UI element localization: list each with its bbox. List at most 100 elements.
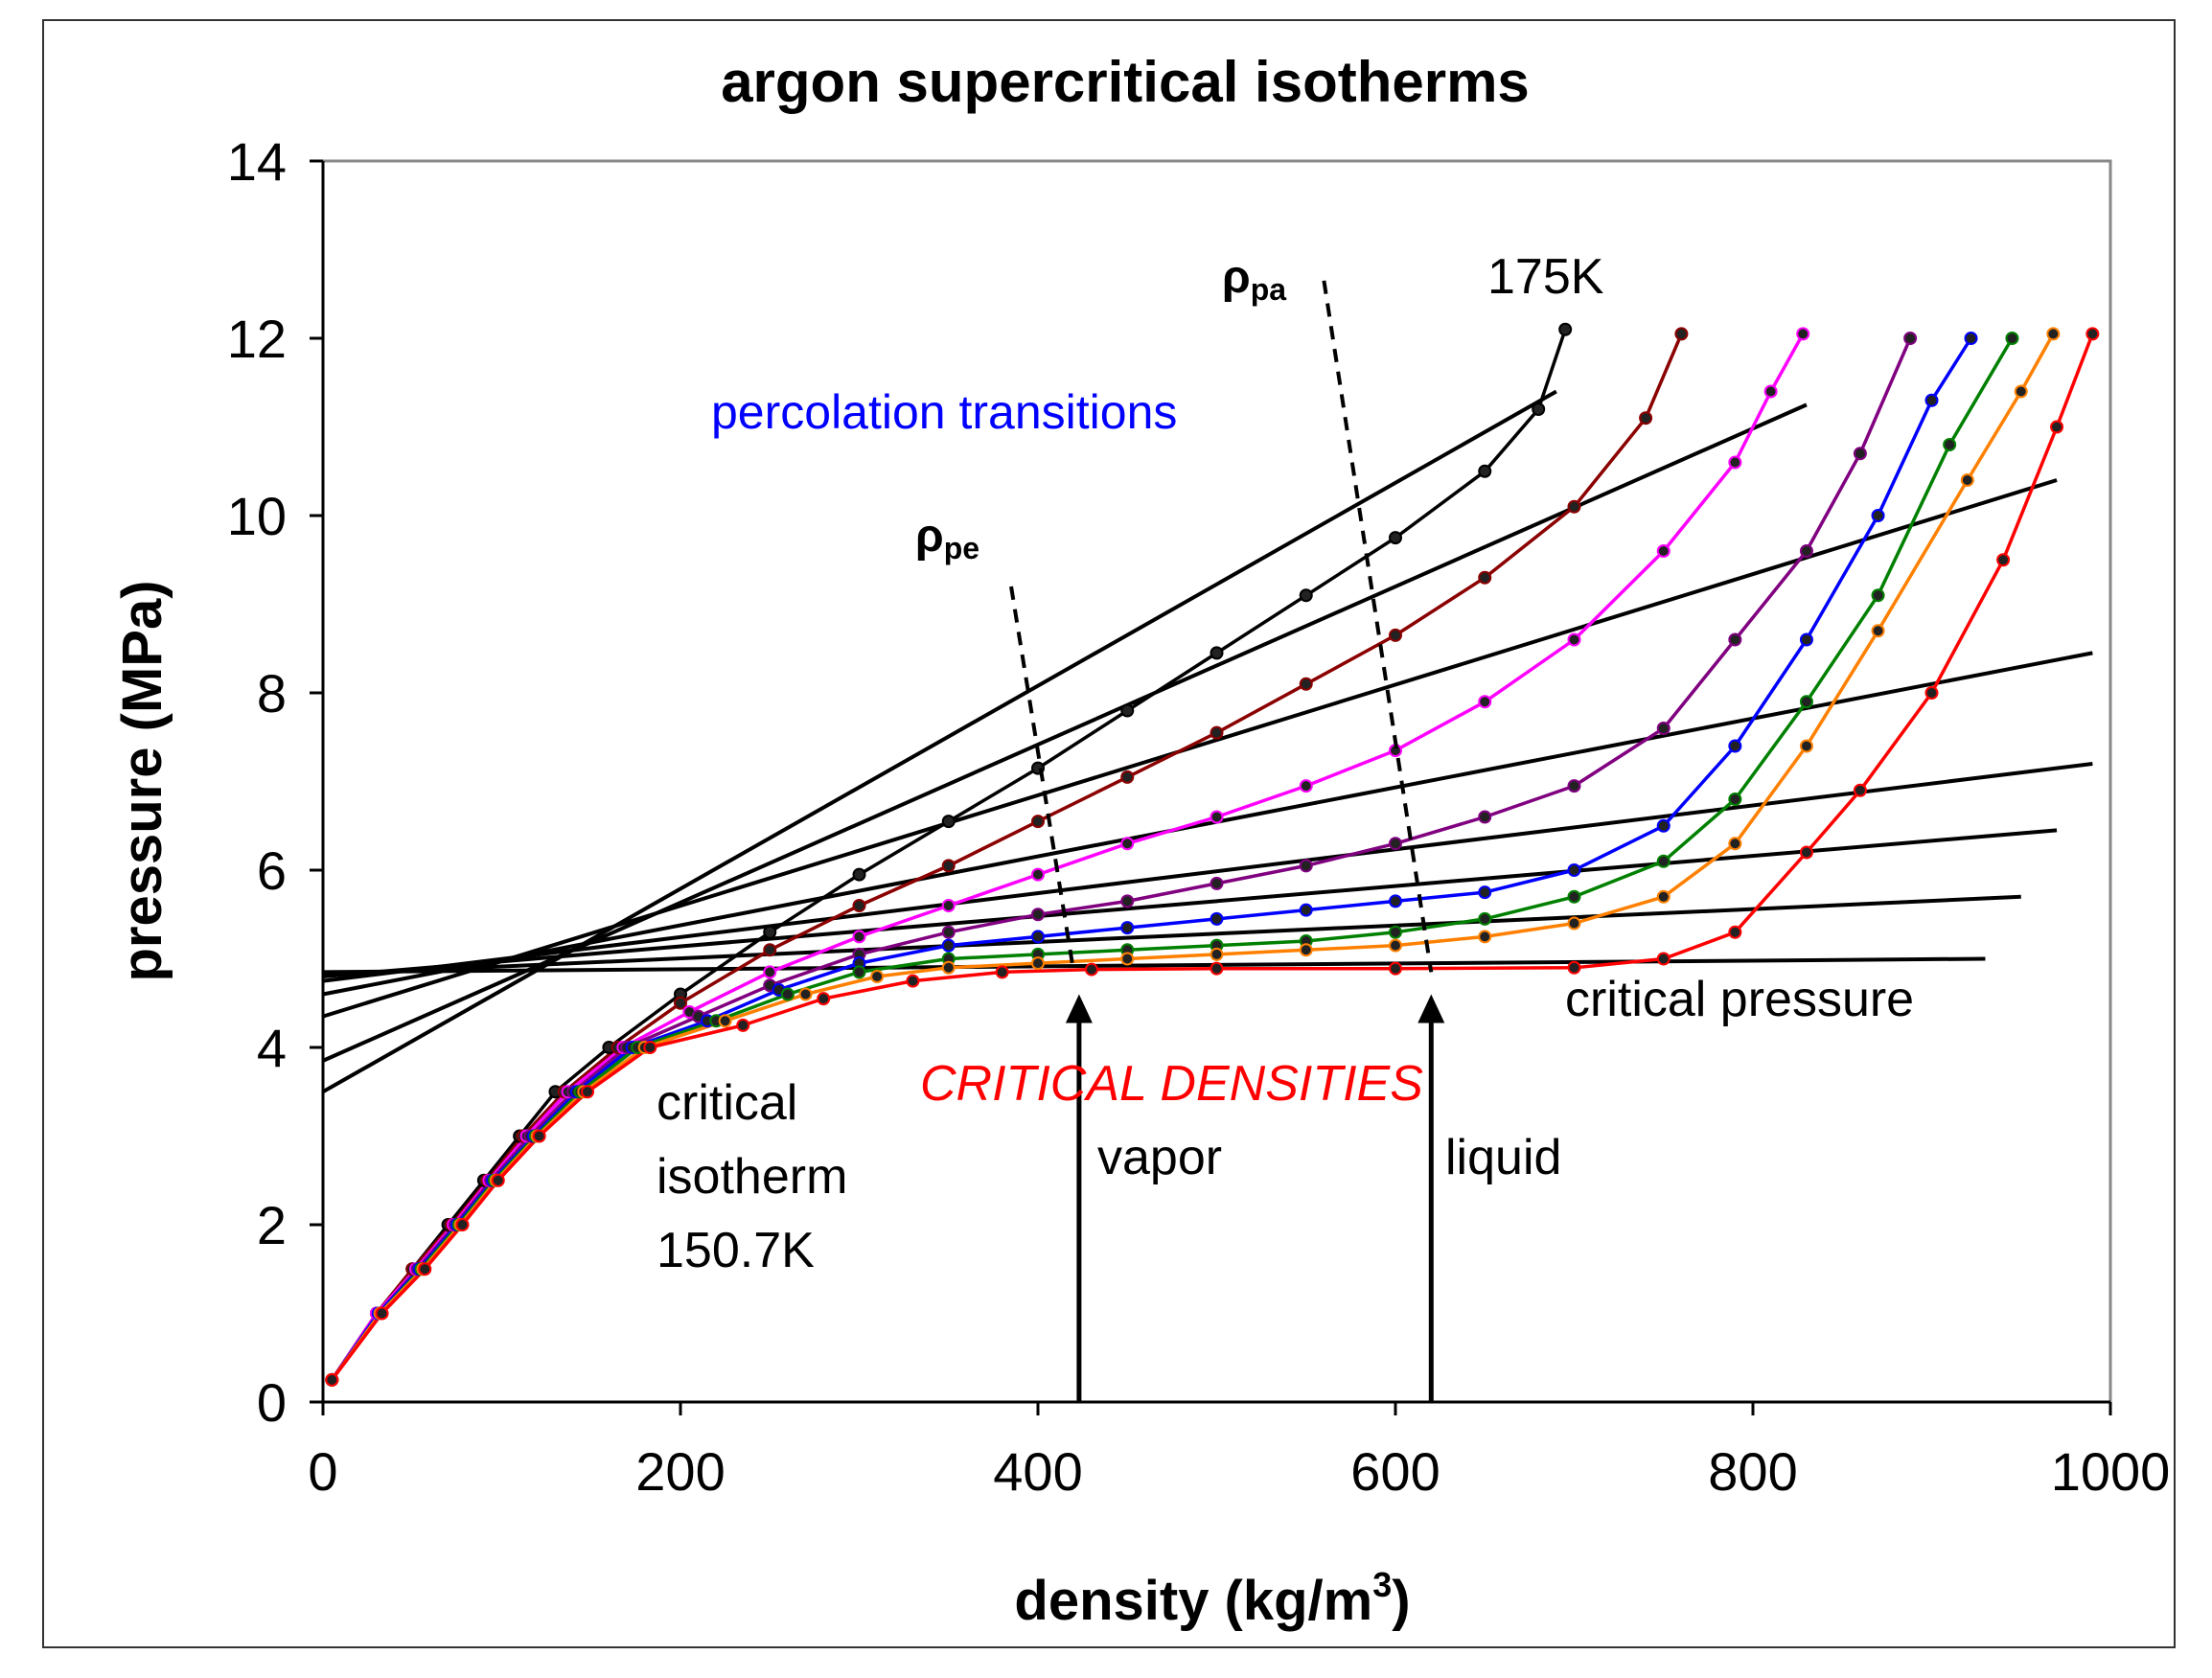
data-point	[941, 925, 956, 939]
data-point	[1389, 894, 1402, 908]
x-tick-label: 400	[993, 1441, 1082, 1502]
data-point	[852, 930, 866, 944]
data-point	[1964, 332, 1978, 345]
data-point	[1567, 632, 1581, 647]
data-point	[1210, 646, 1224, 660]
data-point	[1656, 818, 1671, 833]
data-point	[736, 1018, 750, 1032]
percolation-label: percolation transitions	[711, 385, 1177, 439]
data-point	[1478, 464, 1492, 478]
data-point	[1924, 686, 1939, 700]
x-axis: 0 200 400 600 800 1000	[308, 1400, 2171, 1502]
rho-pa-symbol: ρ	[1222, 252, 1251, 303]
x-tick-label: 0	[308, 1441, 337, 1502]
data-point	[1389, 837, 1402, 851]
density-arrows	[1065, 994, 1445, 1402]
data-point	[718, 1014, 732, 1028]
data-point	[1567, 889, 1581, 904]
data-point	[906, 974, 920, 988]
data-point	[1299, 903, 1313, 917]
data-point	[1960, 473, 1974, 487]
data-point	[2014, 384, 2028, 399]
critical-isotherm-label-line3: 150.7K	[657, 1223, 815, 1278]
data-point	[1728, 632, 1742, 647]
data-point	[1389, 938, 1402, 953]
critical-isotherm-label-line2: isotherm	[657, 1149, 847, 1205]
data-point	[2085, 327, 2100, 341]
data-point	[1532, 402, 1546, 416]
y-tick-label: 0	[257, 1372, 287, 1433]
y-axis-label: pressure (MPa)	[111, 580, 173, 981]
data-point	[1478, 885, 1492, 900]
data-point	[1299, 943, 1313, 957]
data-point	[455, 1218, 470, 1231]
data-point	[1567, 499, 1581, 514]
data-point	[995, 965, 1009, 979]
critical-pressure-label: critical pressure	[1565, 972, 1914, 1027]
x-tick-label: 200	[635, 1441, 725, 1502]
data-point	[1799, 632, 1813, 647]
data-point	[2050, 420, 2064, 434]
chart-title: argon supercritical isotherms	[721, 50, 1530, 114]
x-tick-label: 1000	[2051, 1441, 2171, 1502]
data-point	[1728, 837, 1742, 851]
data-point	[1389, 628, 1402, 642]
series-line	[330, 333, 2094, 1381]
data-point	[1299, 588, 1313, 603]
y-tick-label: 12	[227, 309, 287, 369]
data-point	[1656, 889, 1671, 904]
data-point	[1674, 327, 1689, 341]
data-point	[1567, 916, 1581, 931]
rho-pa-label: ρpa	[1222, 252, 1286, 307]
data-point	[1210, 725, 1224, 740]
percolation-line	[1009, 586, 1076, 973]
x-axis-label-sup: 3	[1372, 1565, 1392, 1604]
data-point	[1799, 739, 1813, 753]
data-point	[674, 996, 687, 1010]
tangent-line	[322, 389, 1557, 1093]
data-point	[763, 925, 777, 939]
data-markers	[325, 322, 2100, 1387]
critical-densities-label: CRITICAL DENSITIES	[920, 1056, 1423, 1112]
data-point	[798, 987, 813, 1001]
plot-area	[321, 159, 2112, 1404]
x-tick-label: 800	[1708, 1441, 1797, 1502]
tangent-line	[322, 762, 2093, 983]
data-point	[1924, 393, 1939, 407]
data-point	[1728, 455, 1742, 470]
data-point	[1728, 925, 1742, 939]
data-point	[1210, 911, 1224, 926]
data-point	[1389, 961, 1402, 976]
arrow-head	[1417, 994, 1445, 1023]
x-axis-label-end: )	[1392, 1570, 1410, 1632]
x-axis-label-main: density (kg/m	[1014, 1570, 1372, 1632]
rho-pe-symbol: ρ	[915, 511, 944, 562]
data-point	[1853, 783, 1867, 797]
data-point	[817, 992, 831, 1006]
data-point	[1478, 570, 1492, 585]
data-point	[491, 1173, 505, 1187]
y-tick-label: 10	[227, 486, 287, 546]
y-tick-label: 2	[257, 1195, 287, 1255]
data-point	[870, 970, 885, 983]
data-point	[1996, 553, 2011, 567]
data-point	[1763, 384, 1778, 399]
data-point	[418, 1262, 432, 1276]
data-point	[941, 938, 956, 953]
data-point	[852, 965, 866, 979]
data-point	[1567, 779, 1581, 793]
vapor-label: vapor	[1097, 1130, 1222, 1185]
data-point	[941, 815, 956, 829]
tangent-line	[322, 651, 2093, 997]
critical-isotherm-label-line1: critical	[657, 1075, 797, 1131]
data-point	[1799, 845, 1813, 860]
data-point	[1796, 327, 1810, 341]
data-point	[1853, 447, 1867, 461]
data-point	[780, 987, 795, 1001]
data-point	[852, 867, 866, 882]
data-point	[2005, 332, 2019, 345]
data-point	[1478, 911, 1492, 926]
data-point	[1799, 544, 1813, 558]
tangent-line	[322, 956, 1986, 975]
